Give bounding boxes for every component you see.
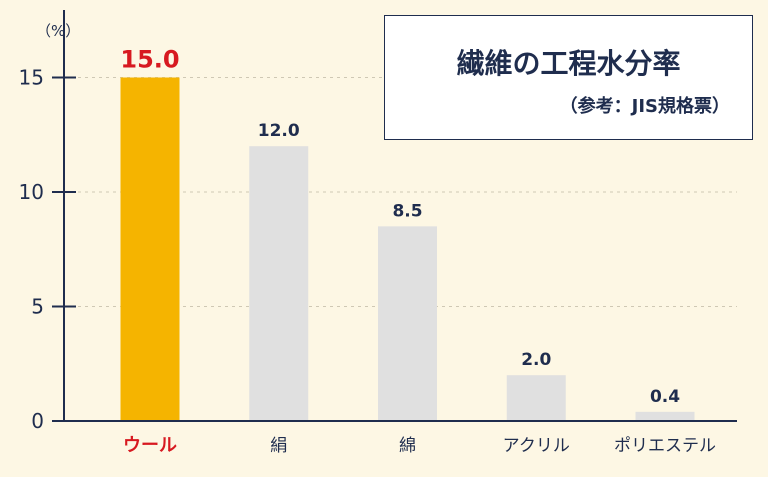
chart-subtitle: （参考：JIS規格票） xyxy=(559,96,730,117)
bar xyxy=(249,146,309,421)
bar-value-label: 2.0 xyxy=(521,350,551,370)
bar xyxy=(506,375,566,421)
x-category-label: ポリエステル xyxy=(614,436,716,456)
y-tick-label: 5 xyxy=(31,295,44,319)
y-tick-label: 0 xyxy=(31,409,44,433)
bars xyxy=(120,77,695,421)
labels: 15.0 ウール 12.0 絹 8.5 綿 2.0 アクリル 0.4 ポリエステル xyxy=(120,46,716,457)
bar-value-label: 15.0 xyxy=(120,46,179,74)
y-tick-label: 10 xyxy=(19,180,44,204)
x-category-label: ウール xyxy=(123,435,177,456)
y-axis-ticks: 0 5 10 15 xyxy=(19,66,76,433)
bar-value-label: 0.4 xyxy=(650,387,680,407)
y-tick-label: 15 xyxy=(19,66,44,90)
bar-value-label: 8.5 xyxy=(392,201,422,221)
chart-title-box: 繊維の工程水分率 （参考：JIS規格票） xyxy=(384,15,753,140)
x-category-label: アクリル xyxy=(503,436,570,456)
bar xyxy=(635,411,695,421)
bar xyxy=(120,77,180,421)
x-category-label: 絹 xyxy=(270,436,287,456)
bar-value-label: 12.0 xyxy=(258,121,300,141)
x-category-label: 綿 xyxy=(399,436,416,456)
bar xyxy=(378,226,437,421)
chart-title: 繊維の工程水分率 xyxy=(456,47,681,80)
y-axis-unit: （%） xyxy=(36,22,80,40)
